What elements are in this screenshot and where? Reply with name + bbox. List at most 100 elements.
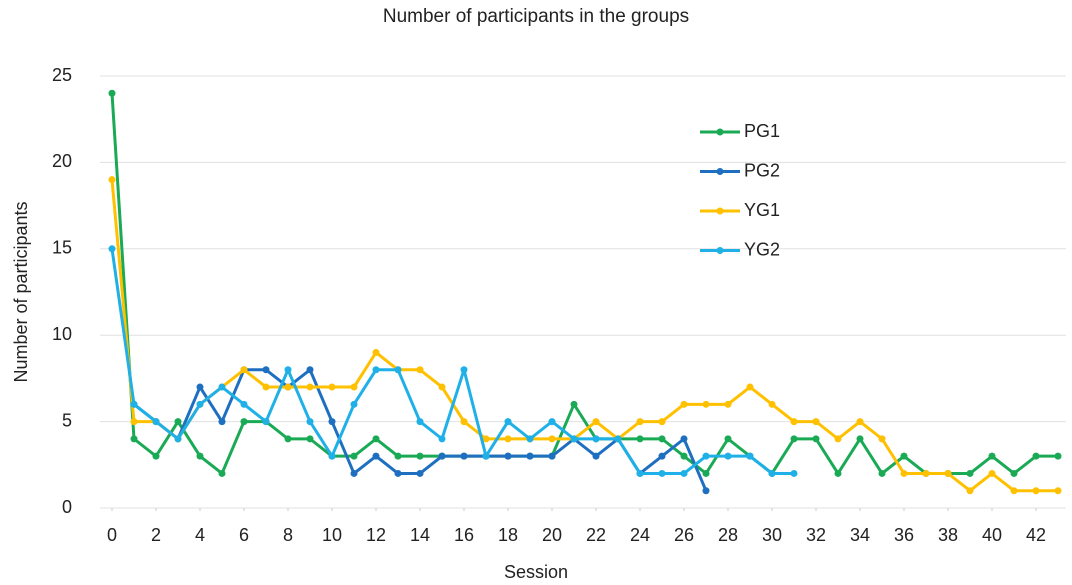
point	[548, 452, 556, 460]
point	[306, 435, 314, 443]
point	[416, 366, 424, 374]
point	[988, 469, 996, 477]
point	[702, 400, 710, 408]
point	[130, 400, 138, 408]
point	[108, 176, 116, 184]
point	[790, 435, 798, 443]
x-tick-label: 28	[718, 525, 738, 545]
point	[152, 452, 160, 460]
point	[702, 452, 710, 460]
point	[416, 418, 424, 426]
x-tick-label: 36	[894, 525, 914, 545]
point	[262, 383, 270, 391]
point	[1032, 487, 1040, 495]
point	[262, 418, 270, 426]
x-tick-label: 30	[762, 525, 782, 545]
point	[1032, 452, 1040, 460]
point	[438, 383, 446, 391]
point	[218, 418, 226, 426]
legend-marker	[716, 207, 724, 215]
point	[900, 469, 908, 477]
point	[372, 348, 380, 356]
point	[570, 400, 578, 408]
point	[460, 452, 468, 460]
point	[724, 435, 732, 443]
point	[746, 452, 754, 460]
x-tick-label: 38	[938, 525, 958, 545]
point	[174, 435, 182, 443]
point	[174, 418, 182, 426]
point	[900, 452, 908, 460]
point	[592, 435, 600, 443]
point	[196, 383, 204, 391]
point	[966, 469, 974, 477]
point	[306, 383, 314, 391]
point	[284, 383, 292, 391]
legend-label: YG2	[744, 239, 780, 259]
point	[790, 469, 798, 477]
point	[372, 435, 380, 443]
point	[328, 383, 336, 391]
point	[416, 469, 424, 477]
point	[218, 383, 226, 391]
x-tick-label: 22	[586, 525, 606, 545]
point	[460, 366, 468, 374]
point	[196, 400, 204, 408]
x-tick-label: 14	[410, 525, 430, 545]
x-tick-label: 32	[806, 525, 826, 545]
point	[130, 435, 138, 443]
point	[548, 435, 556, 443]
point	[394, 366, 402, 374]
x-tick-label: 6	[239, 525, 249, 545]
point	[240, 366, 248, 374]
point	[680, 400, 688, 408]
point	[152, 418, 160, 426]
point	[658, 418, 666, 426]
x-tick-label: 42	[1026, 525, 1046, 545]
x-tick-label: 16	[454, 525, 474, 545]
series-line	[110, 179, 1058, 493]
point	[702, 469, 710, 477]
point	[658, 435, 666, 443]
point	[130, 418, 138, 426]
point	[196, 452, 204, 460]
point	[350, 400, 358, 408]
point	[482, 452, 490, 460]
y-tick-label: 5	[62, 410, 72, 430]
point	[570, 435, 578, 443]
x-axis-label: Session	[504, 562, 568, 582]
point	[1010, 487, 1018, 495]
point	[636, 418, 644, 426]
point	[856, 418, 864, 426]
point	[350, 452, 358, 460]
point	[328, 418, 336, 426]
point	[988, 452, 996, 460]
point	[438, 435, 446, 443]
x-tick-label: 24	[630, 525, 650, 545]
x-tick-label: 18	[498, 525, 518, 545]
point	[394, 452, 402, 460]
point	[460, 418, 468, 426]
legend-marker	[716, 128, 724, 136]
legend-label: YG1	[744, 200, 780, 220]
point	[834, 435, 842, 443]
point	[328, 452, 336, 460]
point	[878, 435, 886, 443]
y-tick-label: 20	[52, 151, 72, 171]
point	[658, 469, 666, 477]
point	[724, 400, 732, 408]
y-tick-label: 10	[52, 324, 72, 344]
series-line	[110, 93, 1058, 475]
point	[262, 366, 270, 374]
point	[394, 469, 402, 477]
point	[526, 452, 534, 460]
point	[108, 245, 116, 253]
point	[592, 452, 600, 460]
series-line	[110, 248, 794, 475]
legend-label: PG2	[744, 160, 780, 180]
point	[614, 435, 622, 443]
point	[306, 418, 314, 426]
point	[592, 418, 600, 426]
legend-marker	[716, 168, 724, 175]
